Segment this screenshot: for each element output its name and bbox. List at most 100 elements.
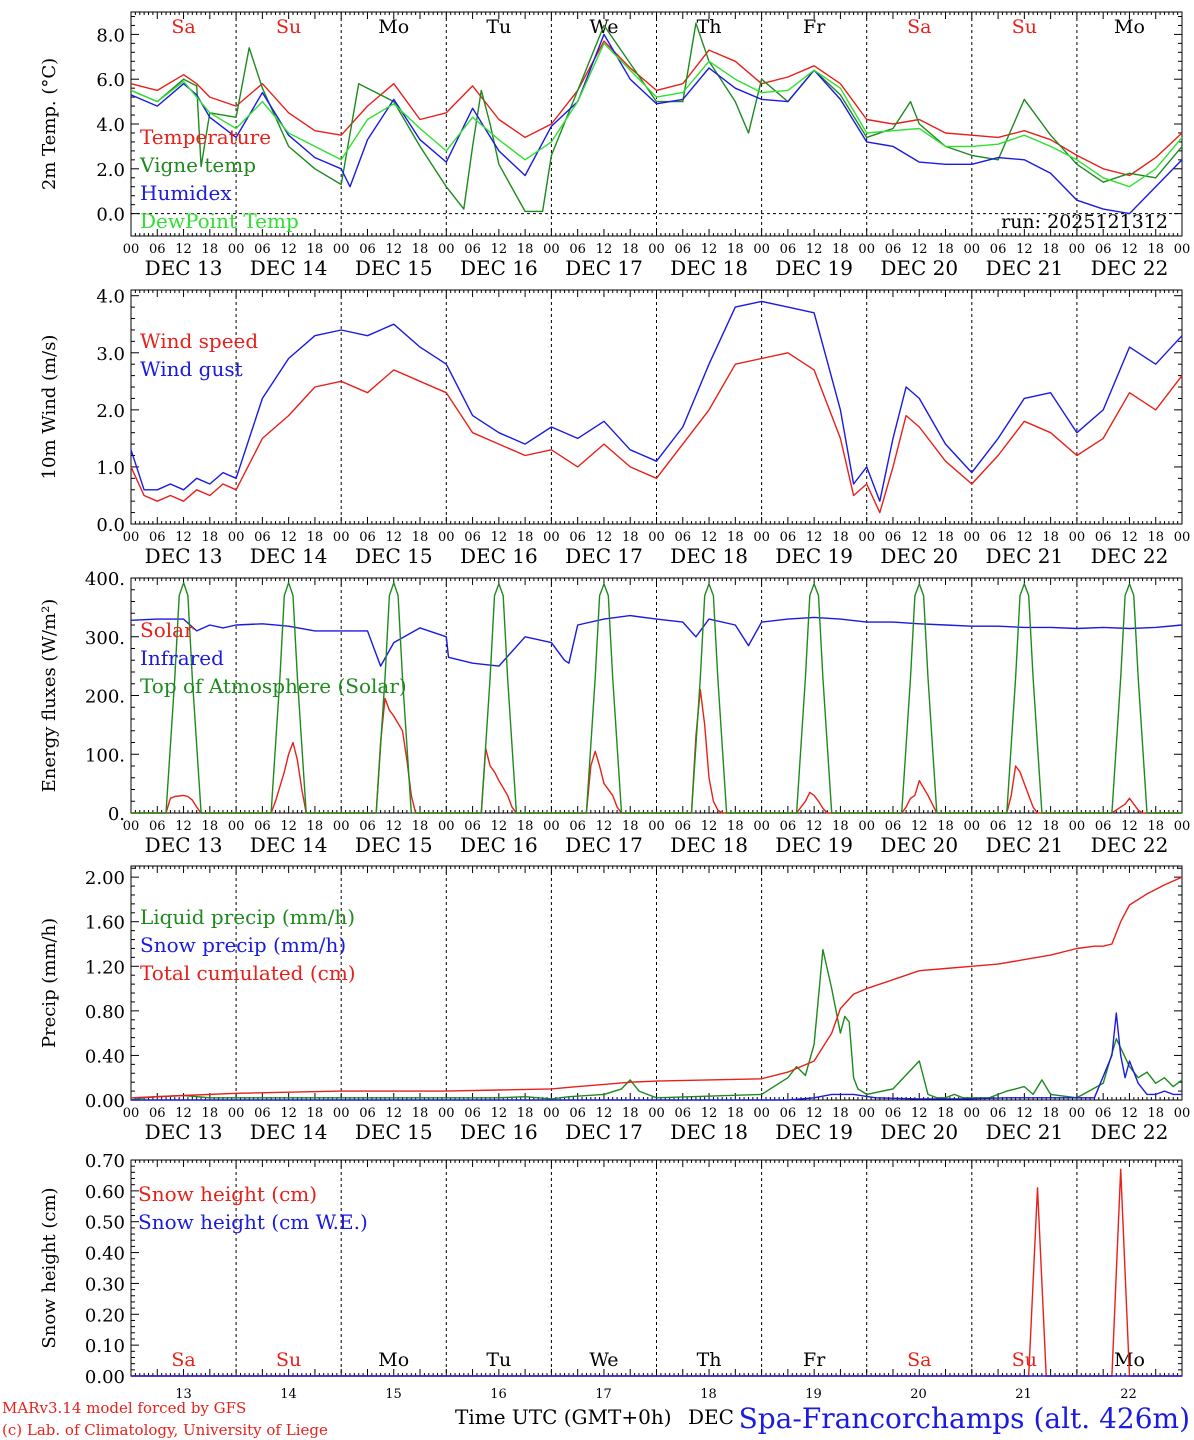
date-label: DEC 16 — [460, 833, 538, 857]
y-tick-label: 8.0 — [96, 25, 125, 46]
date-label: DEC 22 — [1091, 833, 1169, 857]
hour-tick-label: 12 — [1016, 530, 1033, 545]
panel-snow: 0.00 0.10 0.20 0.30 0.40 0.50 0.60 0.70 Snow hei… — [39, 1151, 1183, 1388]
date-label: DEC 14 — [250, 544, 328, 568]
weekday-label: Su — [1012, 1349, 1037, 1371]
hour-tick-label: 12 — [596, 530, 613, 545]
hour-tick-label: 12 — [1121, 1106, 1138, 1121]
hour-tick-label: 18 — [832, 819, 849, 834]
weekday-label: Tu — [486, 1349, 511, 1371]
legend-entry: Total cumulated (cm) — [140, 961, 356, 985]
hour-tick-label: 00 — [858, 242, 875, 257]
y-tick-label: 0.00 — [85, 1367, 125, 1388]
panel-precip: 0.00 0.40 0.80 1.20 1.60 2.00 Precip (mm/h) 00 0… — [39, 865, 1190, 1144]
hour-tick-label: 00 — [228, 530, 245, 545]
day-number-label: 20 — [910, 1387, 927, 1402]
hour-tick-label: 06 — [780, 242, 797, 257]
legend-entry: Top of Atmosphere (Solar) — [140, 674, 407, 698]
y-tick-label: 1.20 — [85, 957, 125, 978]
weekday-label: Th — [697, 16, 722, 38]
hour-tick-label: 18 — [937, 530, 954, 545]
date-label: DEC 16 — [460, 1120, 538, 1144]
hour-tick-label: 06 — [359, 530, 376, 545]
credits-line-1: MARv3.14 model forced by GFS — [2, 1399, 246, 1417]
weekday-label: Sa — [171, 1349, 195, 1371]
series-line-wind-speed — [130, 352, 1183, 514]
date-label: DEC 22 — [1091, 544, 1169, 568]
legend-entry: Vigne temp — [139, 153, 256, 177]
date-label: DEC 22 — [1091, 1120, 1169, 1144]
hour-tick-label: 12 — [175, 530, 192, 545]
hour-tick-label: 00 — [333, 1106, 350, 1121]
hour-tick-label: 06 — [149, 242, 166, 257]
hour-tick-label: 12 — [1121, 242, 1138, 257]
hour-tick-label: 12 — [491, 819, 508, 834]
y-tick-label: 6.0 — [96, 70, 125, 91]
legend-entry: Solar — [140, 618, 194, 642]
hour-tick-label: 12 — [911, 242, 928, 257]
hour-tick-label: 06 — [885, 530, 902, 545]
date-label: DEC 21 — [985, 1120, 1063, 1144]
hour-tick-label: 06 — [254, 819, 271, 834]
hour-tick-label: 12 — [280, 1106, 297, 1121]
hour-tick-label: 00 — [648, 1106, 665, 1121]
date-label: DEC 16 — [460, 544, 538, 568]
hour-tick-label: 06 — [359, 242, 376, 257]
hour-tick-label: 00 — [228, 242, 245, 257]
y-tick-label: 1.0 — [96, 458, 125, 479]
weekday-label: Sa — [907, 1349, 931, 1371]
hour-tick-label: 18 — [937, 242, 954, 257]
date-label: DEC 17 — [565, 1120, 643, 1144]
hour-tick-label: 12 — [596, 819, 613, 834]
hour-tick-label: 18 — [202, 530, 219, 545]
hour-tick-label: 00 — [858, 819, 875, 834]
hour-tick-label: 12 — [280, 819, 297, 834]
series-line-infrared — [130, 614, 1183, 667]
date-label: DEC 14 — [250, 1120, 328, 1144]
hour-tick-label: 18 — [1147, 242, 1164, 257]
hour-tick-label: 12 — [701, 530, 718, 545]
hour-tick-label: 06 — [149, 1106, 166, 1121]
hour-tick-label: 18 — [307, 819, 324, 834]
hour-tick-label: 06 — [780, 1106, 797, 1121]
hour-tick-label: 00 — [333, 242, 350, 257]
hour-tick-label: 12 — [280, 530, 297, 545]
hour-tick-label: 00 — [123, 1106, 140, 1121]
hour-tick-label: 18 — [517, 1106, 534, 1121]
hour-tick-label: 00 — [123, 242, 140, 257]
date-label: DEC 18 — [670, 544, 748, 568]
date-label: DEC 15 — [355, 256, 433, 280]
weekday-label: Sa — [171, 16, 195, 38]
y-tick-label: 0.40 — [85, 1046, 125, 1067]
hour-tick-label: 18 — [412, 242, 429, 257]
hour-tick-label: 00 — [543, 242, 560, 257]
hour-tick-label: 00 — [333, 530, 350, 545]
hour-tick-label: 06 — [885, 1106, 902, 1121]
hour-tick-label: 12 — [175, 242, 192, 257]
series-line-total-cumulated-cm — [130, 876, 1183, 1099]
hour-tick-label: 00 — [858, 1106, 875, 1121]
hour-tick-label: 06 — [149, 530, 166, 545]
legend-entry: Wind gust — [140, 357, 243, 381]
hour-tick-label: 18 — [727, 819, 744, 834]
y-axis-title: Precip (mm/h) — [39, 918, 60, 1048]
hour-tick-label: 12 — [701, 819, 718, 834]
hour-tick-label: 18 — [1042, 242, 1059, 257]
date-label: DEC 13 — [145, 544, 223, 568]
series-line-humidex — [130, 33, 1183, 215]
hour-tick-label: 12 — [1016, 1106, 1033, 1121]
weekday-label: Su — [276, 1349, 301, 1371]
y-axis-title: 2m Temp. (°C) — [39, 58, 60, 190]
hour-tick-label: 06 — [569, 242, 586, 257]
hour-tick-label: 18 — [1147, 1106, 1164, 1121]
date-label: DEC 19 — [775, 256, 853, 280]
hour-tick-label: 12 — [1121, 819, 1138, 834]
hour-tick-label: 00 — [753, 530, 770, 545]
hour-tick-label: 18 — [307, 242, 324, 257]
hour-tick-label: 00 — [858, 530, 875, 545]
hour-tick-label: 18 — [307, 530, 324, 545]
hour-tick-label: 18 — [1147, 530, 1164, 545]
legend-entry: Temperature — [140, 125, 271, 149]
hour-tick-label: 00 — [438, 530, 455, 545]
